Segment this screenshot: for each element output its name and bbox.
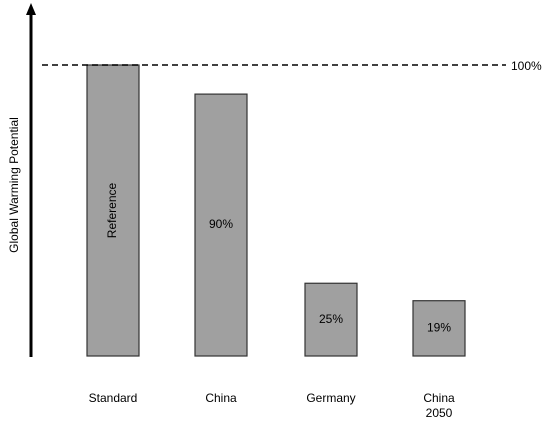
bar xyxy=(86,64,140,357)
y-axis-label: Global Warming Potential xyxy=(7,117,21,253)
reference-label: 100% xyxy=(511,59,542,73)
bar xyxy=(194,93,248,357)
x-tick-label: China xyxy=(205,391,237,405)
axis-arrow xyxy=(26,3,36,15)
bar xyxy=(304,282,358,357)
value-label: 25% xyxy=(319,312,343,326)
x-tick-label: China 2050 xyxy=(423,391,455,420)
value-label: 90% xyxy=(209,217,233,231)
bar xyxy=(412,300,466,357)
value-label: 19% xyxy=(427,321,451,335)
x-tick-label: Germany xyxy=(306,391,356,405)
x-tick-label: Standard xyxy=(88,391,138,405)
value-label: Reference xyxy=(105,182,119,238)
